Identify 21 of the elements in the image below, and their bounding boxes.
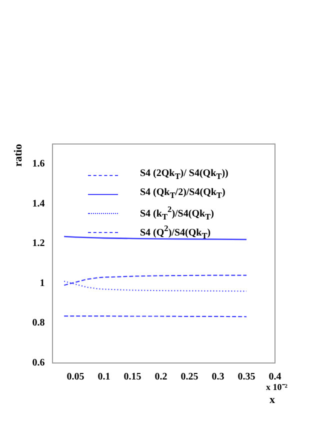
y-tick-label: 1.2 [32, 238, 45, 250]
x-tick-label: 0.25 [180, 371, 198, 382]
x-tick-label: 0.3 [212, 371, 224, 382]
legend-label: S4 (2Qk$_{T}$)/ S4(Qk$_{T}$)) [140, 168, 228, 183]
legend-label: S4 (k$_{T}$$^{2}$)/S4(Qk$_{T}$) [140, 204, 214, 224]
y-tick-label: 0.8 [32, 318, 45, 329]
x-tick-label: 0.35 [238, 371, 256, 382]
x-tick-label: 0.1 [98, 371, 110, 382]
y-tick-label: 0.6 [32, 357, 45, 368]
x-tick-label: 0.05 [66, 371, 84, 382]
legend-label: S4 (Qk$_{T}$/2)/S4(Qk$_{T}$) [140, 187, 226, 202]
y-tick-label: 1 [40, 278, 45, 289]
text: x 10⁻² [266, 381, 288, 393]
y-axis-title: ratio [12, 144, 24, 167]
x-tick-label: 0.4 [268, 371, 282, 382]
x-tick-label: 0.2 [154, 371, 168, 382]
y-tick-label: 1.4 [32, 198, 45, 210]
x-axis-title: x [270, 394, 276, 406]
legend-label: S4 (Q$^{2}$)/S4(Qk$_{T}$) [140, 222, 211, 242]
x-tick-label: 0.15 [124, 371, 142, 382]
y-tick-label: 1.6 [32, 158, 45, 170]
